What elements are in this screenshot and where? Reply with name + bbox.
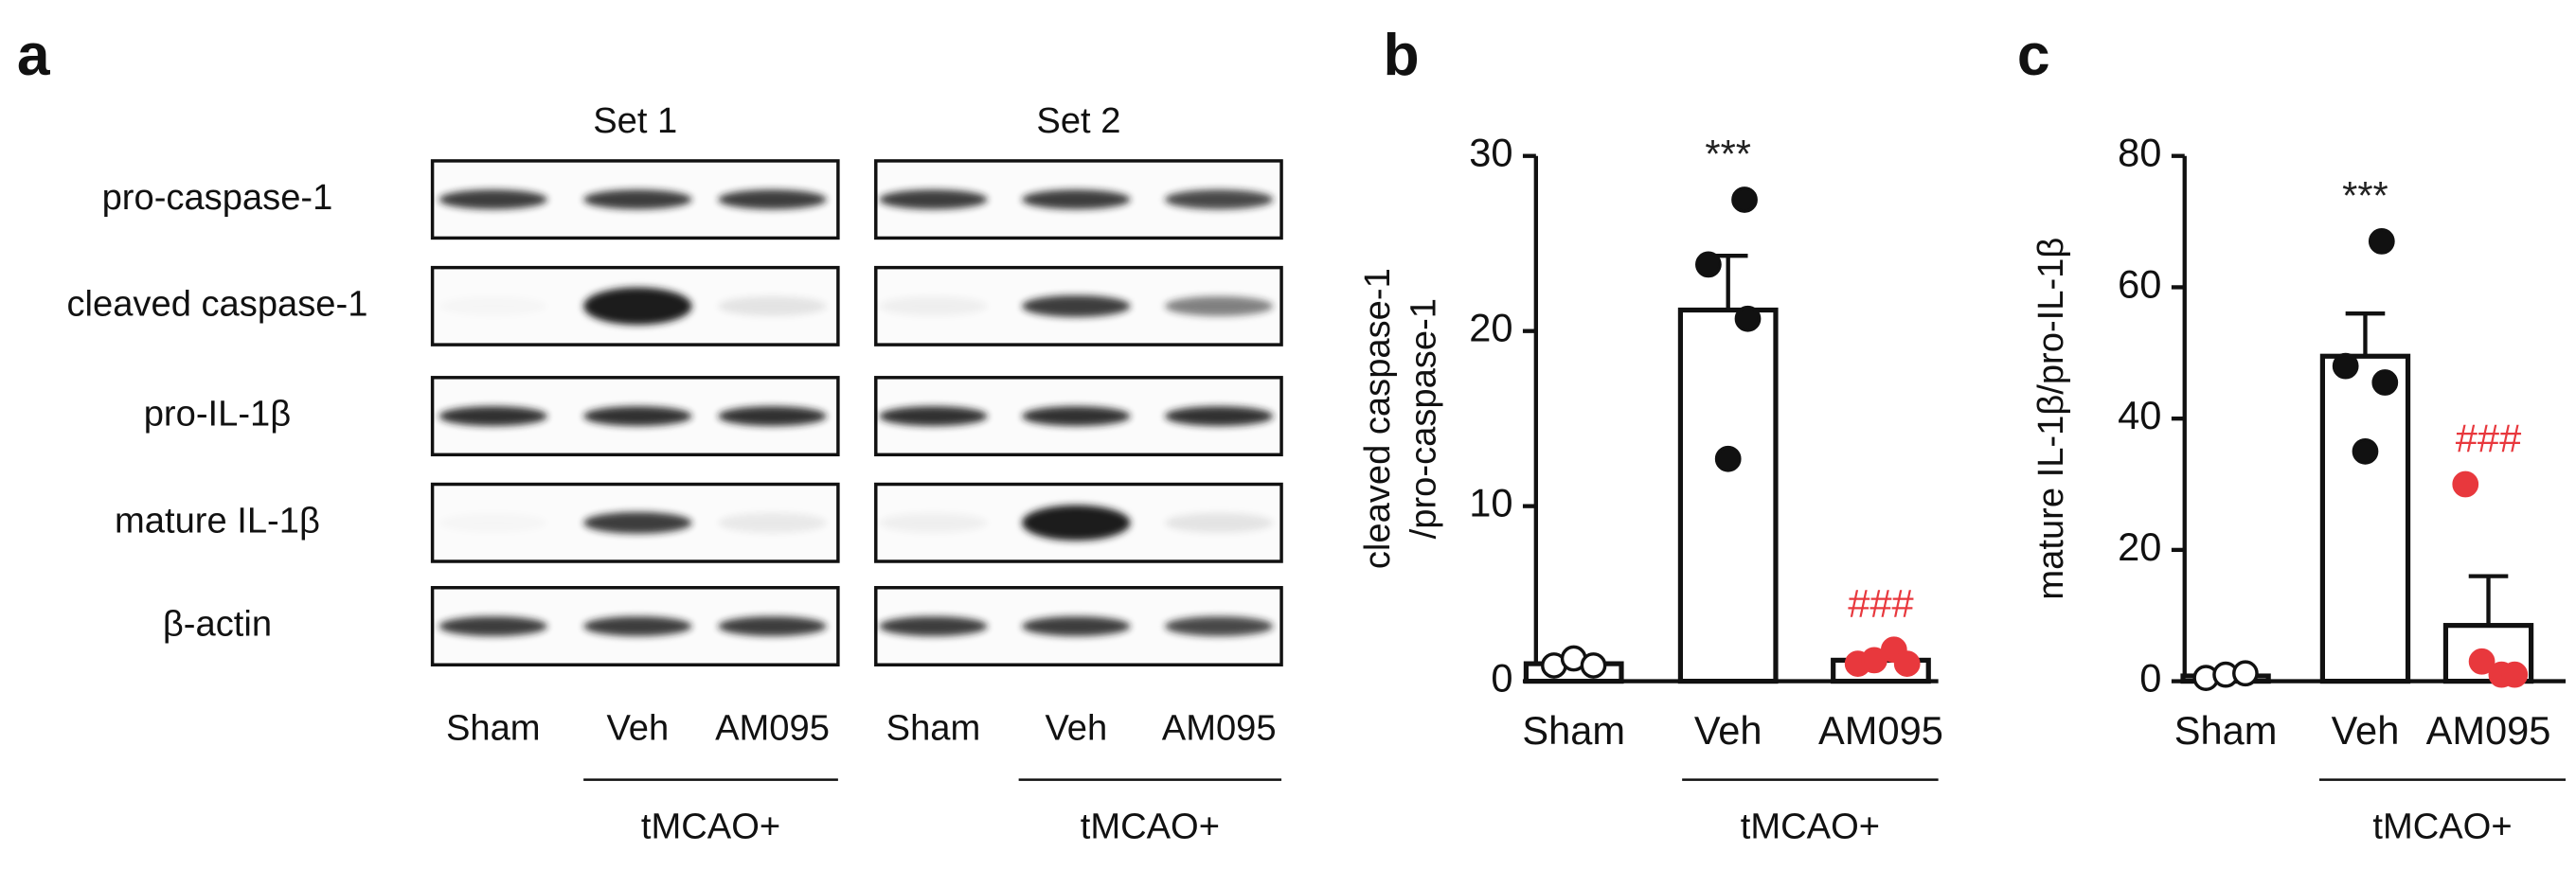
blot-band <box>1164 616 1274 636</box>
blot-band <box>1164 295 1274 316</box>
y-axis-label: mature IL-1β/pro-IL-1β <box>2030 238 2071 600</box>
significance: *** <box>2342 173 2388 218</box>
group-label: tMCAO+ <box>1741 807 1880 847</box>
y-tick-label: 60 <box>2118 261 2161 306</box>
blot-band <box>439 513 547 533</box>
set-label: Set 1 <box>593 100 677 141</box>
data-point <box>1695 251 1722 278</box>
blot-band <box>718 189 827 210</box>
group-label: tMCAO+ <box>1081 807 1220 847</box>
row-label: pro-IL-1β <box>144 394 291 435</box>
x-tick-label: Sham <box>2174 708 2278 753</box>
x-tick-label: AM095 <box>2426 708 2551 753</box>
lane-label: Veh <box>606 708 669 749</box>
blot-band <box>879 406 988 426</box>
panel-label: a <box>17 22 51 88</box>
data-point <box>1714 445 1742 472</box>
data-point <box>2452 471 2479 498</box>
data-point <box>2332 352 2359 380</box>
blot-band <box>1022 189 1131 210</box>
blot-band <box>583 616 692 636</box>
row-label: β-actin <box>163 604 272 645</box>
row-label: pro-caspase-1 <box>102 177 333 218</box>
set-label: Set 2 <box>1036 100 1120 141</box>
y-tick-label: 0 <box>1491 656 1512 701</box>
lane-label: Sham <box>886 708 981 749</box>
x-tick-label: Veh <box>2332 708 2400 753</box>
data-point <box>2352 437 2379 465</box>
blot-band <box>1022 294 1131 317</box>
significance: ### <box>1848 581 1913 626</box>
blot-band <box>438 616 547 636</box>
blot-band <box>1164 406 1274 426</box>
lane-label: Veh <box>1045 708 1107 749</box>
lane-label: AM095 <box>1162 708 1277 749</box>
data-point <box>1731 186 1758 213</box>
data-point <box>1734 305 1762 332</box>
y-tick-label: 40 <box>2118 393 2161 437</box>
data-point <box>2232 660 2259 687</box>
error-bar <box>2468 574 2509 626</box>
blot-band <box>1022 616 1131 636</box>
blot-band <box>718 616 827 636</box>
y-tick-label: 30 <box>1469 131 1512 175</box>
data-point <box>2501 661 2529 688</box>
group-label: tMCAO+ <box>641 807 780 847</box>
x-tick-label: AM095 <box>1818 708 1943 753</box>
bar <box>2319 353 2411 684</box>
data-point <box>1580 652 1607 679</box>
panel-label: c <box>2017 22 2050 88</box>
blot-band <box>1164 512 1274 533</box>
blot-band <box>718 295 827 316</box>
blot-band <box>583 287 692 326</box>
x-tick-label: Sham <box>1522 708 1625 753</box>
data-point <box>1893 650 1921 677</box>
y-tick-label: 10 <box>1469 481 1512 525</box>
significance: *** <box>1705 132 1751 176</box>
x-tick-label: Veh <box>1694 708 1762 753</box>
blot-band <box>879 512 988 533</box>
y-tick-label: 0 <box>2139 656 2161 701</box>
y-tick-label: 20 <box>2118 524 2161 569</box>
blot-band <box>1022 406 1131 426</box>
blot-band <box>438 189 547 210</box>
significance: ### <box>2456 416 2521 460</box>
row-label: cleaved caspase-1 <box>67 283 368 324</box>
y-tick-label: 80 <box>2118 131 2161 175</box>
data-point <box>2368 228 2395 255</box>
blot-band <box>583 511 692 534</box>
bar <box>1677 307 1779 684</box>
blot-band <box>718 406 827 426</box>
panel-label: b <box>1384 22 1420 88</box>
blot-band <box>879 616 988 636</box>
blot-band <box>583 189 692 210</box>
blot-band <box>718 512 827 533</box>
data-point <box>1861 647 1887 674</box>
y-tick-label: 20 <box>1469 306 1512 350</box>
lane-label: AM095 <box>715 708 830 749</box>
blot-band <box>879 189 988 210</box>
lane-label: Sham <box>446 708 541 749</box>
blot-band <box>1022 505 1131 541</box>
blot-band <box>1164 189 1274 210</box>
y-axis-label: /pro-caspase-1 <box>1404 298 1444 539</box>
blot-band <box>438 406 547 426</box>
group-label: tMCAO+ <box>2372 807 2512 847</box>
row-label: mature IL-1β <box>115 500 320 541</box>
blot-band <box>439 296 547 316</box>
y-axis-label: cleaved caspase-1 <box>1357 268 1398 569</box>
blot-band <box>583 406 692 426</box>
blot-band <box>879 295 988 316</box>
error-bar <box>2345 311 2386 357</box>
data-point <box>2468 648 2496 675</box>
data-point <box>2371 369 2399 396</box>
